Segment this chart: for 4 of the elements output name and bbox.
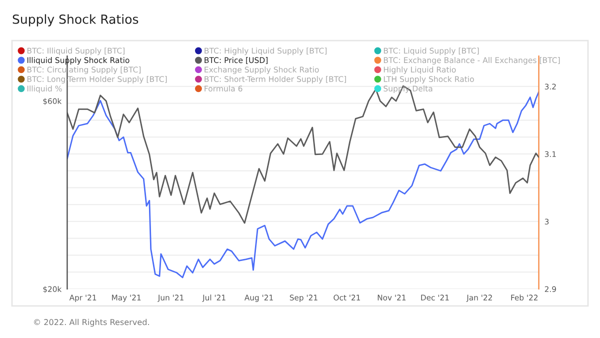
line-series [67,91,539,278]
line-series [67,85,539,224]
text: © 2022. All Rights Reserved. [34,318,149,327]
chart-title: Supply Shock Ratios [12,14,138,26]
